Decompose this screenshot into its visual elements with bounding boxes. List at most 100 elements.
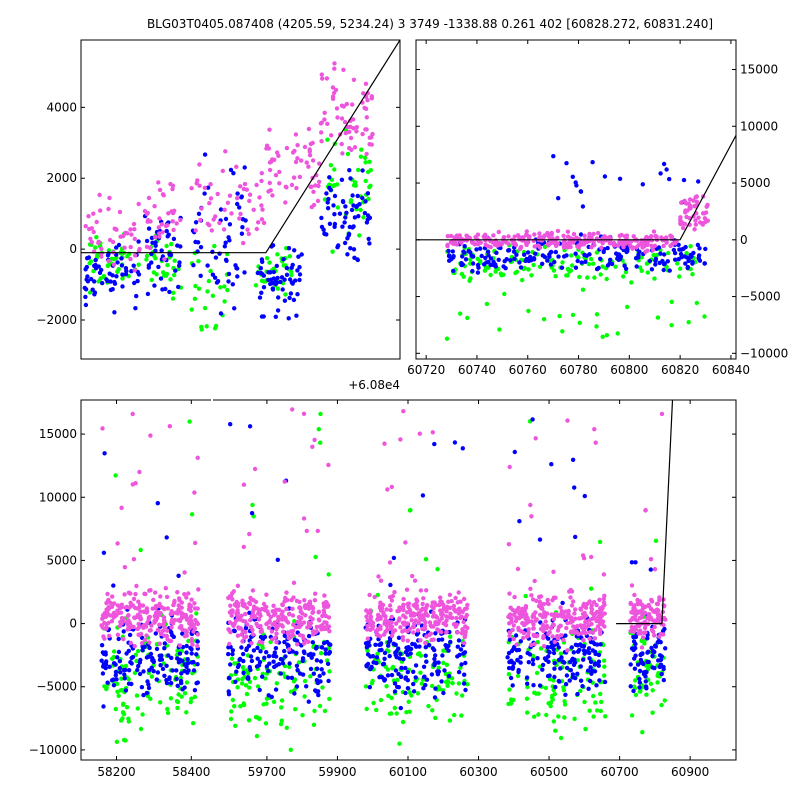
- data-point-magenta: [550, 634, 555, 639]
- data-point-magenta: [516, 627, 521, 633]
- data-point-blue: [645, 636, 650, 641]
- data-point-magenta: [435, 627, 440, 632]
- data-point-magenta: [491, 233, 496, 238]
- data-point-blue: [100, 280, 105, 286]
- data-point-green: [362, 155, 368, 160]
- data-point-magenta: [449, 599, 454, 604]
- data-point-blue: [362, 210, 368, 216]
- x-tick-label: 60100: [389, 765, 427, 779]
- data-point-blue: [479, 253, 484, 259]
- data-point-magenta: [546, 601, 551, 607]
- data-point-magenta: [326, 615, 332, 620]
- data-point-magenta: [533, 610, 538, 615]
- data-point-blue: [164, 228, 169, 234]
- data-point-green: [192, 296, 198, 301]
- data-point-magenta: [652, 567, 658, 572]
- data-point-blue: [649, 645, 654, 651]
- data-point-green: [629, 280, 634, 285]
- data-point-magenta: [593, 440, 598, 445]
- data-point-blue: [583, 259, 588, 264]
- data-point-green: [562, 702, 568, 707]
- data-point-blue: [356, 214, 361, 219]
- data-point-blue: [511, 249, 517, 254]
- data-point-magenta: [261, 220, 267, 226]
- data-point-magenta: [696, 215, 701, 220]
- data-point-green: [275, 286, 281, 291]
- data-point-magenta: [112, 614, 118, 619]
- data-point-blue: [223, 216, 229, 222]
- data-point-magenta: [329, 133, 334, 138]
- data-point-blue: [132, 280, 137, 286]
- data-point-blue: [398, 674, 404, 680]
- data-point-blue: [93, 262, 98, 268]
- data-point-blue: [278, 671, 283, 676]
- data-point-green: [460, 693, 465, 698]
- data-point-blue: [173, 268, 178, 273]
- data-point-blue: [662, 261, 667, 266]
- data-point-blue: [139, 685, 145, 690]
- data-point-magenta: [530, 614, 535, 619]
- data-point-green: [594, 324, 599, 329]
- data-point-green: [526, 308, 531, 314]
- data-point-blue: [524, 256, 529, 262]
- data-point-green: [254, 733, 260, 739]
- data-point-magenta: [195, 178, 200, 183]
- data-point-magenta: [628, 601, 633, 607]
- data-point-magenta: [303, 613, 308, 618]
- data-point-blue: [169, 655, 174, 661]
- data-point-magenta: [368, 614, 374, 619]
- data-point-magenta: [565, 648, 570, 653]
- data-point-blue: [153, 248, 158, 253]
- data-point-magenta: [444, 618, 449, 623]
- data-point-blue: [581, 657, 586, 662]
- data-point-magenta: [595, 230, 601, 236]
- data-point-magenta: [149, 623, 154, 628]
- x-tick-label: 60700: [601, 765, 639, 779]
- data-point-blue: [153, 631, 158, 636]
- data-point-green: [94, 235, 99, 240]
- data-point-magenta: [259, 217, 265, 222]
- data-point-blue: [450, 249, 455, 254]
- data-point-magenta: [692, 203, 697, 209]
- data-point-blue: [332, 212, 337, 217]
- data-point-blue: [380, 662, 386, 667]
- data-point-blue: [508, 258, 513, 263]
- data-point-magenta: [602, 611, 607, 616]
- data-point-blue: [249, 658, 255, 664]
- data-point-green: [250, 502, 255, 508]
- data-point-green: [561, 687, 567, 693]
- data-point-green: [144, 253, 150, 259]
- data-point-magenta: [645, 242, 650, 248]
- data-point-blue: [452, 440, 458, 445]
- data-point-magenta: [324, 76, 330, 81]
- data-point-magenta: [251, 207, 256, 212]
- data-point-magenta: [306, 606, 312, 611]
- data-point-blue: [326, 196, 331, 202]
- data-point-green: [187, 419, 192, 424]
- data-point-magenta: [565, 229, 571, 234]
- data-point-blue: [293, 278, 298, 283]
- data-point-green: [407, 709, 412, 714]
- data-point-magenta: [639, 240, 644, 246]
- data-point-magenta: [509, 619, 514, 625]
- data-point-blue: [665, 259, 670, 264]
- data-point-blue: [319, 667, 324, 672]
- data-point-magenta: [400, 629, 405, 634]
- data-point-blue: [271, 659, 276, 664]
- data-point-blue: [451, 268, 456, 274]
- data-point-blue: [233, 679, 238, 684]
- data-point-magenta: [404, 587, 410, 592]
- data-point-blue: [573, 534, 578, 540]
- data-point-green: [364, 706, 369, 712]
- data-point-blue: [227, 238, 232, 243]
- data-point-blue: [685, 265, 690, 271]
- data-point-magenta: [133, 481, 138, 486]
- data-point-blue: [166, 232, 171, 237]
- data-point-magenta: [177, 643, 183, 648]
- data-point-green: [569, 263, 575, 268]
- data-point-blue: [326, 678, 331, 684]
- data-point-green: [204, 324, 209, 329]
- data-point-green: [675, 261, 680, 266]
- data-point-green: [302, 694, 307, 699]
- data-point-magenta: [106, 258, 111, 264]
